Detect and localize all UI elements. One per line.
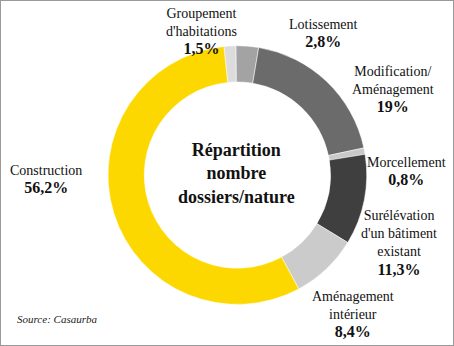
svg-text:Modification/Aménagement19%: Modification/Aménagement19%: [352, 64, 434, 115]
svg-text:Source: Casaurba: Source: Casaurba: [17, 313, 97, 325]
svg-text:Groupementd'habitations1,5%: Groupementd'habitations1,5%: [166, 6, 237, 57]
svg-text:Lotissement2,8%: Lotissement2,8%: [289, 17, 358, 50]
svg-text:Aménagementintérieur8,4%: Aménagementintérieur8,4%: [312, 289, 394, 340]
svg-text:Surélévationd'un bâtimentexist: Surélévationd'un bâtimentexistant11,3%: [361, 208, 437, 278]
svg-text:Répartitionnombredossiers/natu: Répartitionnombredossiers/nature: [178, 140, 295, 207]
svg-text:Morcellement0,8%: Morcellement0,8%: [367, 155, 446, 188]
svg-text:Construction56,2%: Construction56,2%: [10, 163, 82, 196]
